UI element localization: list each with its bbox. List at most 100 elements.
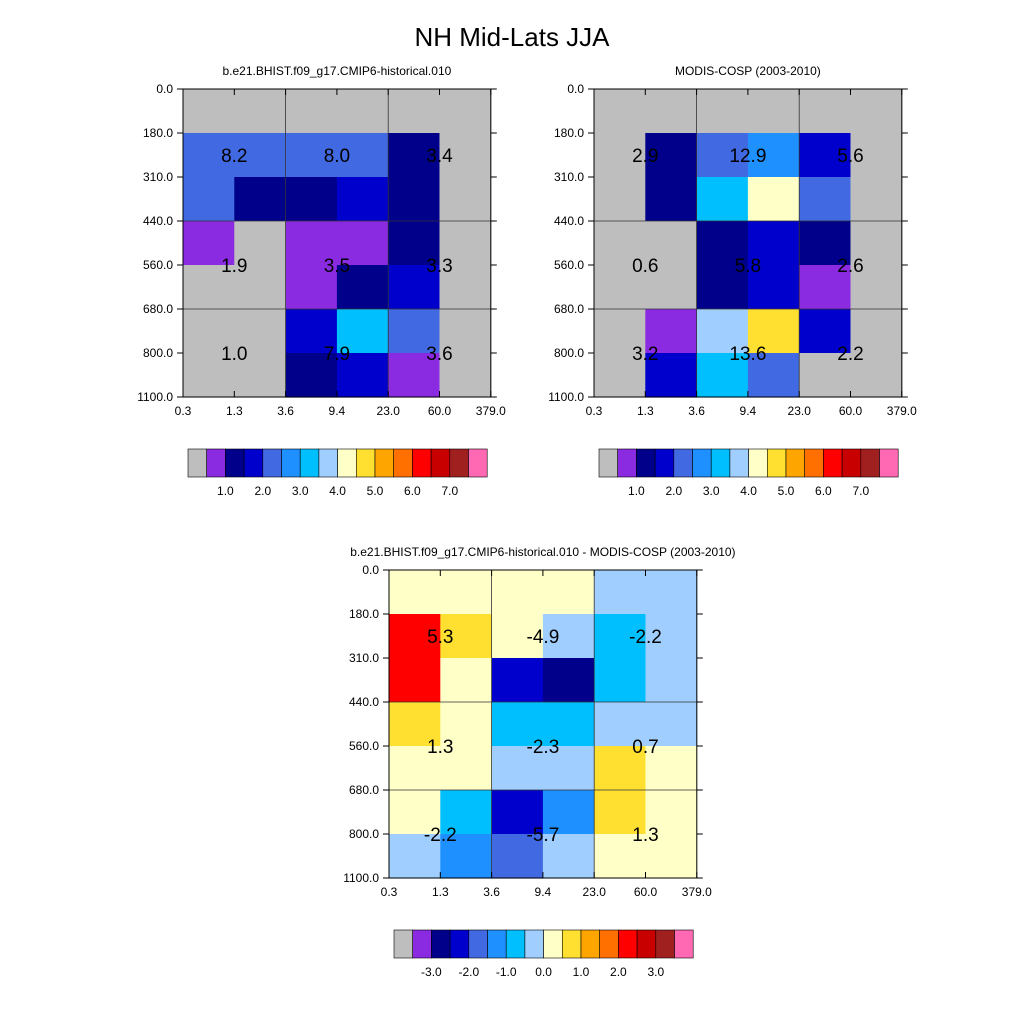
- x-tick-label: 379.0: [476, 404, 506, 418]
- heatmap-cell: [696, 309, 749, 354]
- colorbar-label: 2.0: [254, 484, 271, 498]
- colorbar-label: 4.0: [329, 484, 346, 498]
- heatmap-cell: [389, 790, 441, 835]
- heatmap-cell: [336, 309, 389, 354]
- heatmap-cell: [799, 265, 852, 310]
- x-tick-label: 0.3: [586, 404, 603, 418]
- y-tick-label: 680.0: [143, 302, 173, 316]
- heatmap-cell: [183, 309, 235, 354]
- x-tick-label: 3.6: [483, 885, 500, 899]
- heatmap-cell: [439, 89, 492, 134]
- heatmap-cell: [234, 353, 287, 398]
- heatmap-cell: [388, 133, 441, 178]
- heatmap-cell: [440, 790, 493, 835]
- colorbar-box: [524, 929, 544, 959]
- cell-total-label: 7.9: [324, 344, 350, 365]
- heatmap-cell: [183, 353, 235, 398]
- heatmap-cell: [850, 265, 903, 310]
- heatmap-cell: [645, 265, 698, 310]
- heatmap-cell: [645, 89, 698, 134]
- y-tick-label: 680.0: [554, 302, 584, 316]
- x-tick-label: 0.3: [381, 885, 398, 899]
- cell-total-label: 0.6: [632, 256, 658, 277]
- colorbar-box: [543, 929, 563, 959]
- colorbar-box: [487, 929, 507, 959]
- heatmap-cell: [491, 658, 544, 703]
- colorbar-box: [599, 929, 619, 959]
- heatmap-cell: [439, 177, 492, 222]
- heatmap-cell: [389, 834, 441, 879]
- colorbar-box: [281, 448, 301, 478]
- cell-total-label: 3.6: [426, 344, 452, 365]
- cell-total-label: 8.0: [324, 146, 350, 167]
- colorbar-box: [430, 448, 451, 478]
- heatmap-cell: [799, 177, 852, 222]
- colorbar-box: [468, 929, 488, 959]
- panel-difference: b.e21.BHIST.f09_g17.CMIP6-historical.010…: [343, 545, 735, 979]
- panel-model: b.e21.BHIST.f09_g17.CMIP6-historical.010…: [137, 64, 506, 498]
- heatmap-cell: [389, 702, 441, 747]
- cell-total-label: 5.8: [735, 256, 761, 277]
- heatmap-cell: [440, 570, 493, 615]
- heatmap-cell: [542, 658, 595, 703]
- heatmap-cell: [747, 265, 800, 310]
- x-tick-label: 9.4: [329, 404, 346, 418]
- heatmap-cell: [747, 133, 800, 178]
- cell-total-label: -5.7: [527, 825, 560, 846]
- heatmap-cell: [440, 834, 493, 879]
- heatmap-cell: [645, 177, 698, 222]
- heatmap-cell: [799, 353, 852, 398]
- heatmap-cell: [388, 353, 441, 398]
- heatmap-cell: [388, 265, 441, 310]
- colorbar-box: [617, 448, 637, 478]
- heatmap-cell: [696, 353, 749, 398]
- heatmap-cell: [491, 702, 544, 747]
- colorbar-box: [355, 448, 376, 478]
- colorbar-box: [505, 929, 526, 959]
- heatmap-cell: [594, 353, 646, 398]
- y-tick-label: 560.0: [554, 258, 584, 272]
- heatmap-cell: [799, 133, 852, 178]
- heatmap-cell: [285, 353, 338, 398]
- y-tick-label: 0.0: [156, 82, 173, 96]
- x-tick-label: 379.0: [682, 885, 712, 899]
- heatmap-cell: [389, 614, 441, 659]
- heatmap-cell: [696, 133, 749, 178]
- y-tick-label: 310.0: [143, 170, 173, 184]
- colorbar-box: [374, 448, 395, 478]
- colorbar-box: [860, 448, 880, 478]
- heatmap-cell: [440, 746, 493, 791]
- heatmap-cell: [696, 177, 749, 222]
- colorbar-box: [243, 448, 264, 478]
- heatmap-cell: [850, 89, 903, 134]
- heatmap-cell: [542, 746, 595, 791]
- colorbar-label: -3.0: [421, 965, 442, 979]
- colorbar-label: 1.0: [573, 965, 590, 979]
- colorbar-label: 0.0: [535, 965, 552, 979]
- heatmap-cell: [747, 309, 800, 354]
- colorbar-label: 2.0: [665, 484, 682, 498]
- heatmap-cell: [594, 89, 646, 134]
- x-tick-label: 3.6: [688, 404, 705, 418]
- x-tick-label: 60.0: [839, 404, 863, 418]
- heatmap-cell: [388, 89, 441, 134]
- colorbar-label: 3.0: [703, 484, 720, 498]
- heatmap-cell: [594, 746, 647, 791]
- colorbar-label: 1.0: [217, 484, 234, 498]
- heatmap-cell: [183, 221, 235, 266]
- heatmap-cell: [645, 614, 698, 659]
- colorbar-label: 7.0: [441, 484, 458, 498]
- heatmap-cell: [234, 177, 287, 222]
- colorbar-box: [785, 448, 806, 478]
- cell-total-label: -2.2: [424, 825, 457, 846]
- x-tick-label: 60.0: [428, 404, 452, 418]
- heatmap-cell: [439, 353, 492, 398]
- panel-title: b.e21.BHIST.f09_g17.CMIP6-historical.010…: [350, 545, 735, 559]
- y-tick-label: 800.0: [554, 346, 584, 360]
- colorbar-label: 3.0: [647, 965, 664, 979]
- heatmap-cell: [336, 89, 389, 134]
- cell-total-label: 2.6: [837, 256, 863, 277]
- y-tick-label: 1100.0: [343, 871, 379, 885]
- heatmap-cell: [799, 89, 852, 134]
